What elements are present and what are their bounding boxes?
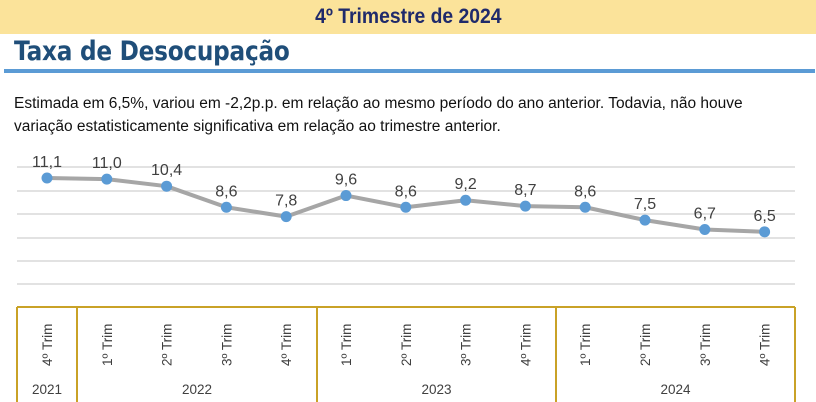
data-label: 6,5 (753, 208, 775, 225)
page-title: Taxa de Desocupação (14, 36, 290, 67)
x-tick-label: 1º Trim (578, 324, 593, 366)
data-point-marker (699, 223, 711, 235)
x-group-label: 2024 (660, 382, 691, 397)
x-group-label: 2022 (182, 382, 212, 397)
x-tick-label: 2º Trim (160, 324, 175, 366)
data-label: 8,7 (514, 182, 536, 199)
data-point-marker (400, 201, 412, 213)
data-label: 9,6 (335, 172, 357, 189)
x-tick-label: 3º Trim (459, 324, 474, 366)
data-label: 8,6 (574, 183, 596, 200)
title-divider (4, 69, 815, 73)
x-group-label: 2021 (32, 382, 62, 397)
data-label: 10,4 (151, 162, 182, 179)
data-label: 11,0 (92, 155, 122, 172)
x-tick-label: 1º Trim (100, 324, 115, 366)
data-label: 6,7 (694, 205, 716, 222)
x-tick-label: 2º Trim (399, 324, 414, 366)
data-point-marker (41, 172, 53, 184)
data-label: 9,2 (454, 176, 476, 193)
data-point-marker (220, 201, 232, 213)
data-label: 11,1 (32, 154, 62, 171)
data-point-marker (101, 173, 113, 185)
x-tick-label: 4º Trim (40, 324, 55, 366)
period-banner: 4º Trimestre de 2024 (0, 0, 816, 34)
x-tick-label: 2º Trim (638, 324, 653, 366)
x-tick-label: 4º Trim (518, 324, 533, 366)
data-point-marker (519, 200, 531, 212)
x-tick-label: 3º Trim (219, 324, 234, 366)
data-label: 7,5 (634, 196, 656, 213)
x-tick-label: 4º Trim (758, 324, 773, 366)
data-point-marker (161, 180, 173, 192)
data-label: 7,8 (275, 193, 297, 210)
data-point-marker (280, 211, 292, 223)
x-group-label: 2023 (421, 382, 451, 397)
data-point-marker (460, 194, 472, 206)
x-tick-label: 4º Trim (279, 324, 294, 366)
x-tick-label: 1º Trim (339, 324, 354, 366)
data-label: 8,6 (395, 183, 417, 200)
description-text: Estimada em 6,5%, variou em -2,2p.p. em … (14, 95, 743, 135)
data-label: 8,6 (215, 183, 237, 200)
data-point-marker (579, 201, 591, 213)
data-point-marker (340, 190, 352, 202)
period-banner-text: 4º Trimestre de 2024 (314, 5, 502, 28)
x-tick-label: 3º Trim (698, 324, 713, 366)
data-point-marker (639, 214, 651, 226)
data-point-marker (759, 226, 771, 238)
